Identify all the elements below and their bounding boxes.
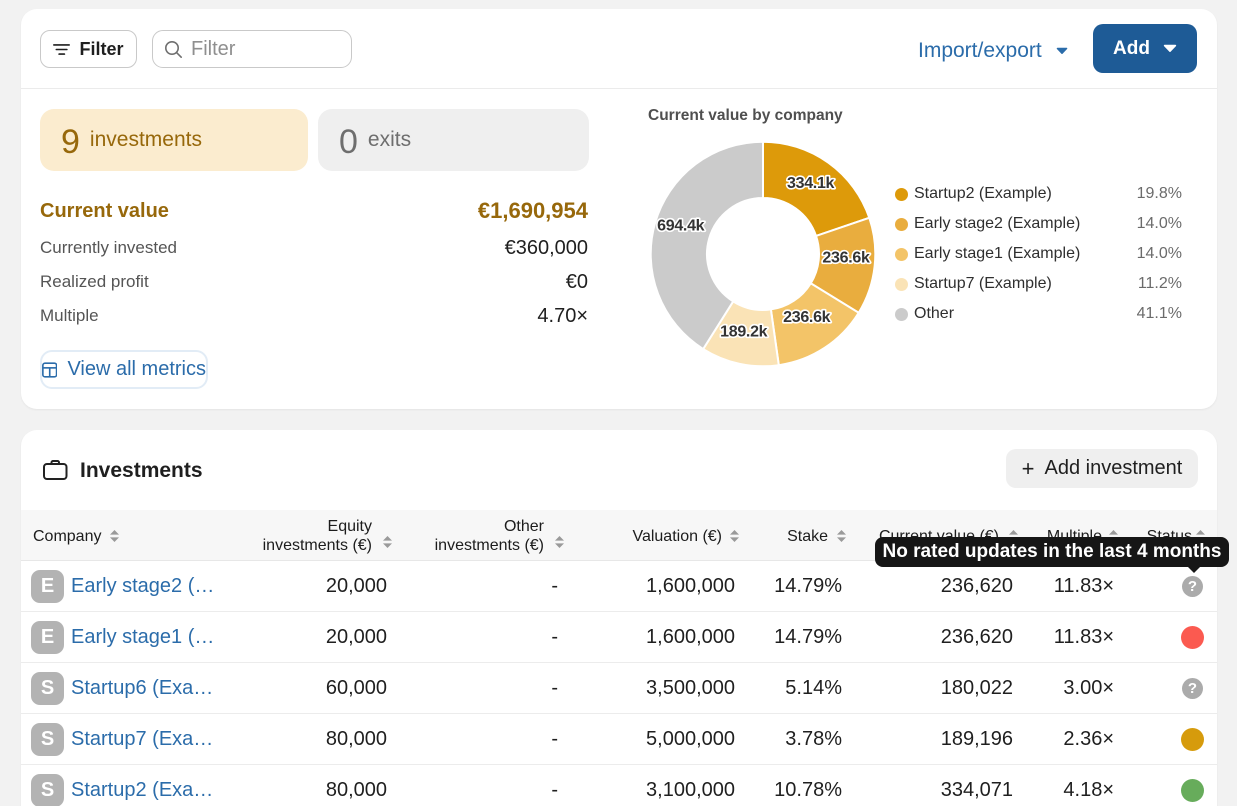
svg-text:189.2k: 189.2k	[720, 324, 768, 341]
svg-text:334.1k: 334.1k	[787, 175, 835, 192]
svg-text:236.6k: 236.6k	[822, 250, 870, 267]
svg-text:694.4k: 694.4k	[657, 218, 705, 235]
svg-text:236.6k: 236.6k	[783, 309, 831, 326]
